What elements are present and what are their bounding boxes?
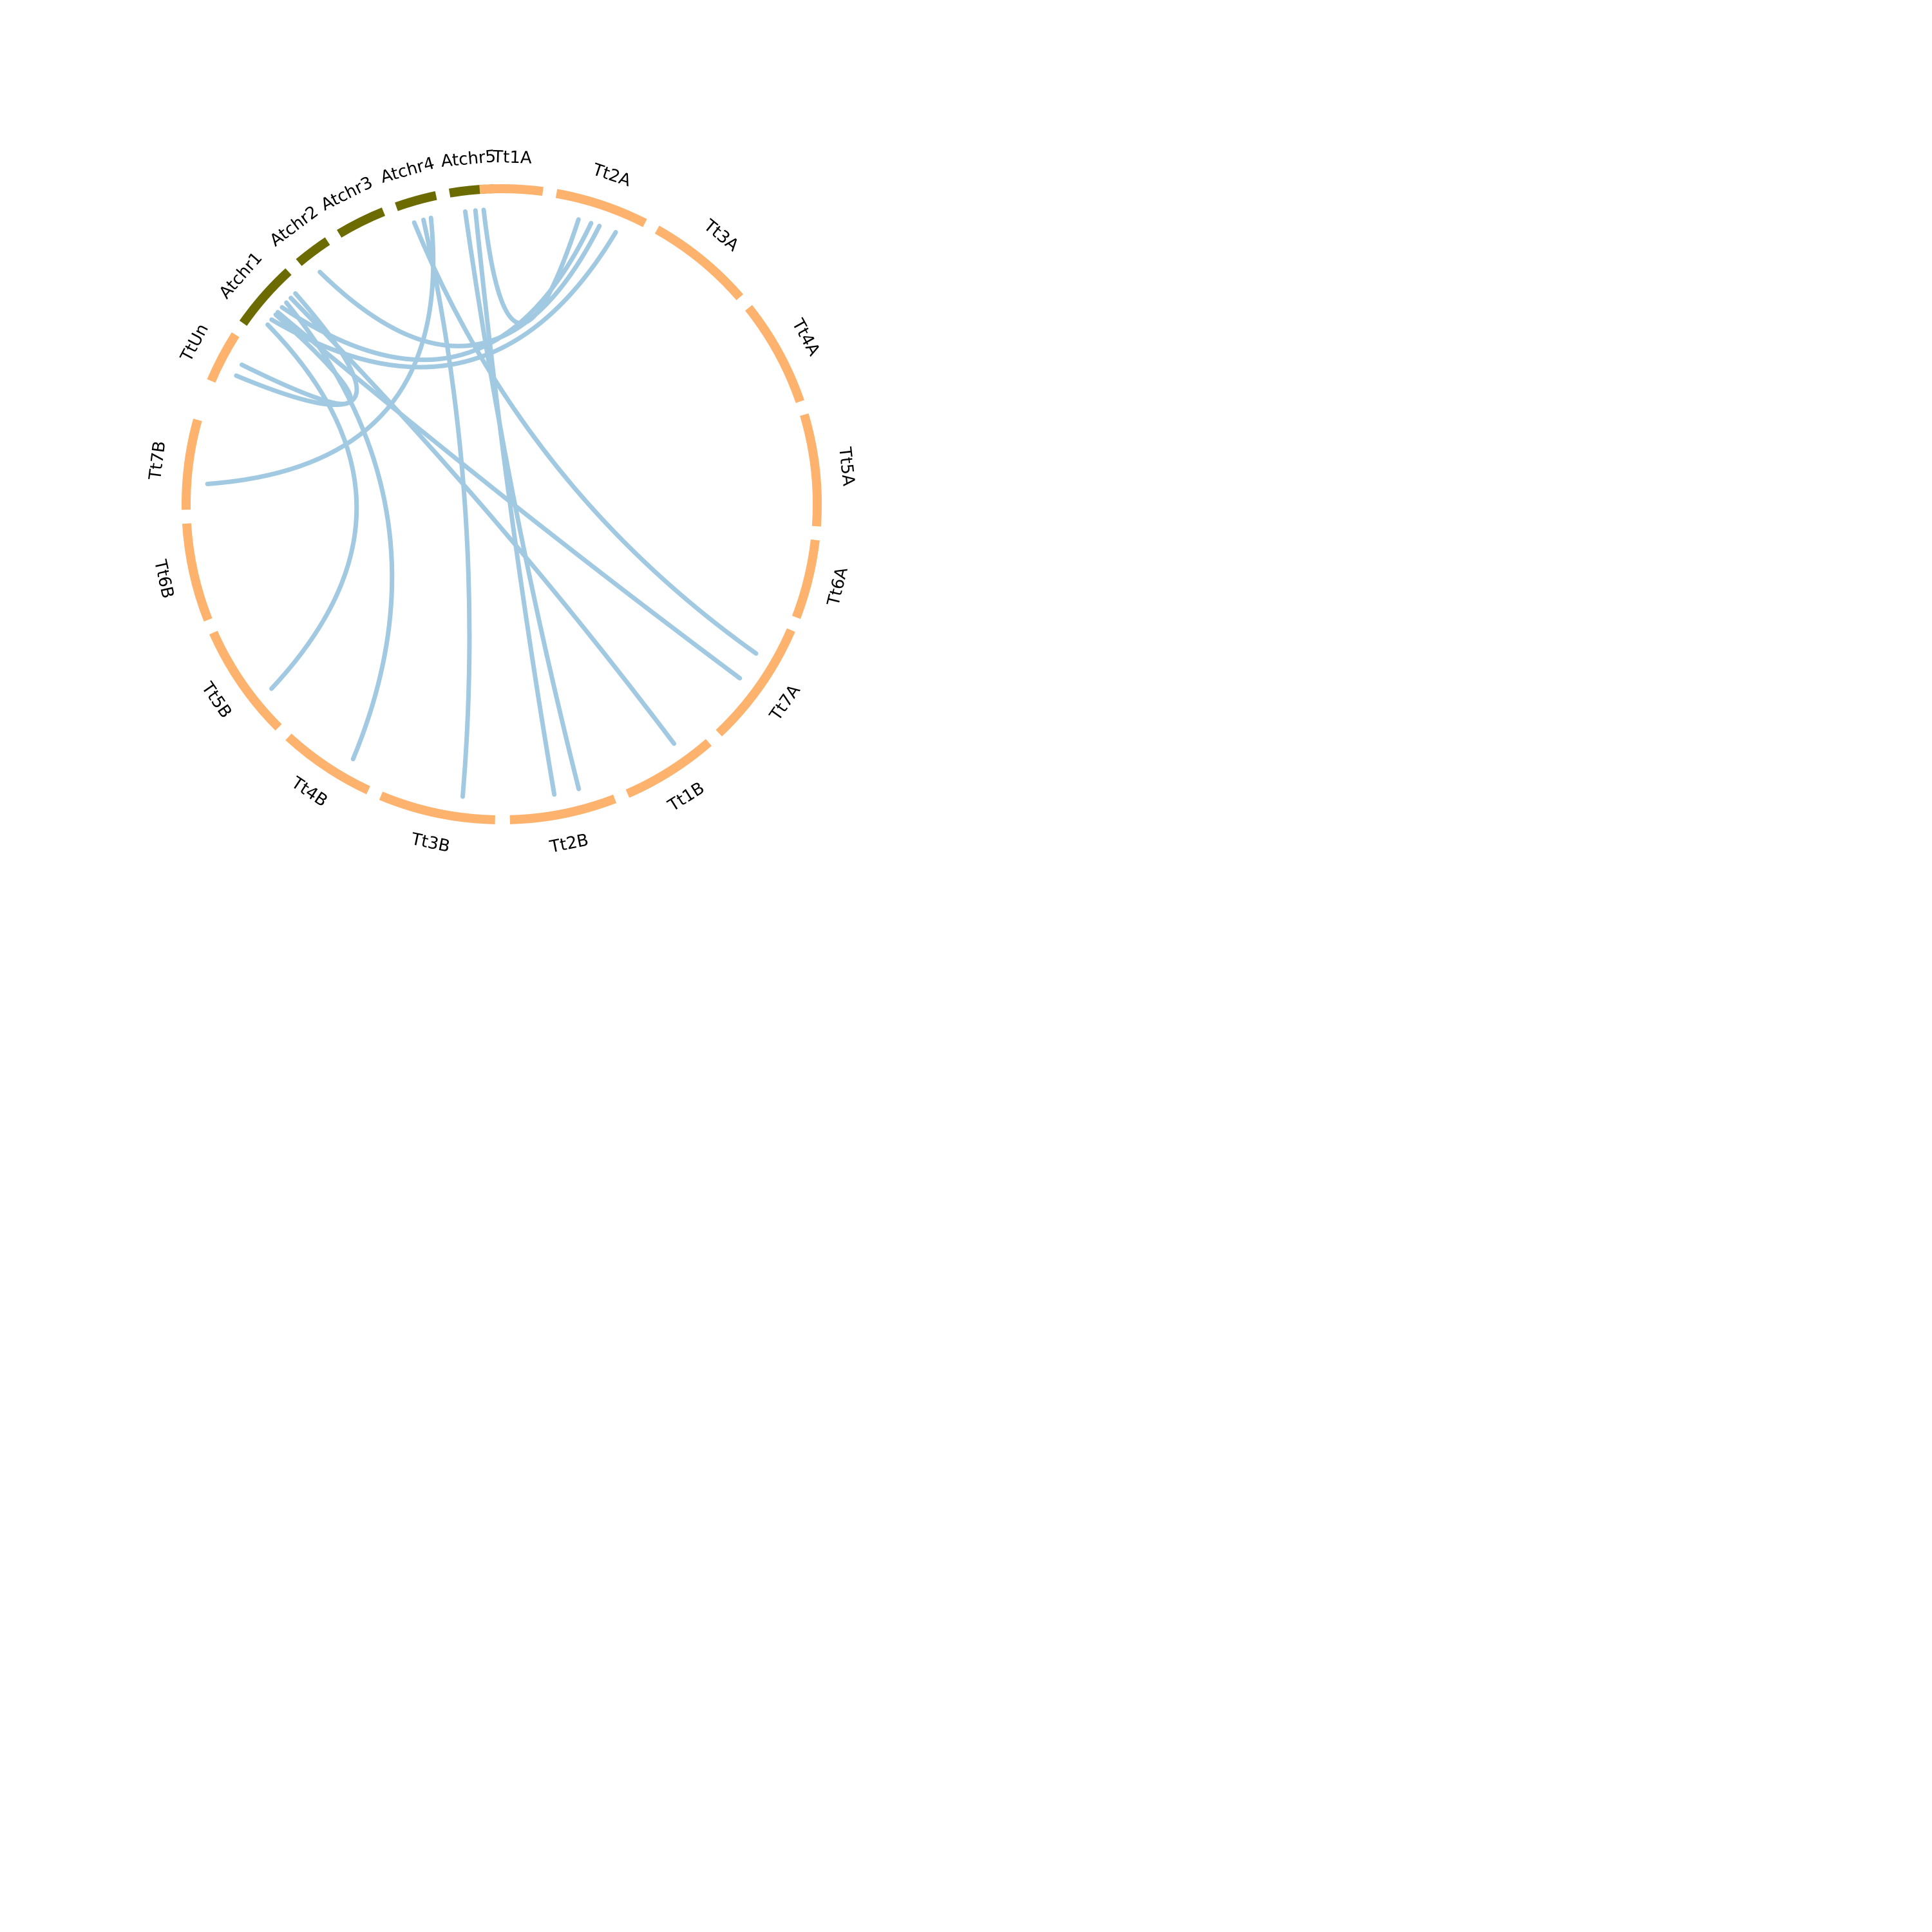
chromosome-label-tt2a: Tt2A bbox=[590, 160, 634, 191]
synteny-link bbox=[284, 300, 395, 762]
chromosome-arc-tt4b bbox=[285, 734, 370, 795]
synteny-link bbox=[412, 220, 759, 656]
chromosome-arc-tt6b bbox=[182, 523, 213, 622]
chromosome-label-atchr3: Atchr3 bbox=[318, 173, 376, 215]
chromosome-arc-ttun bbox=[207, 332, 240, 383]
synteny-links bbox=[205, 207, 759, 799]
synteny-link bbox=[205, 215, 436, 486]
chromosome-arc-tt2b bbox=[509, 794, 617, 824]
chromosome-label-tt4b: Tt4B bbox=[287, 773, 331, 811]
chromosome-arc-tt3b bbox=[379, 791, 495, 824]
chromosome-label-atchr1: Atchr1 bbox=[216, 249, 267, 303]
chromosome-arc-tt4a bbox=[745, 305, 804, 403]
synteny-link bbox=[279, 221, 594, 363]
chromosome-label-tt6b: Tt6B bbox=[150, 558, 178, 601]
chromosome-label-tt4a: Tt4A bbox=[788, 315, 824, 359]
chromosome-label-atchr2: Atchr2 bbox=[267, 202, 322, 251]
chromosome-arc-tt5a bbox=[800, 413, 822, 527]
synteny-link bbox=[481, 207, 581, 326]
chromosome-arc-tt6a bbox=[791, 539, 820, 620]
chromosome-arc-tt1a bbox=[479, 184, 544, 196]
chromosome-label-tt1a: Tt1A bbox=[492, 147, 533, 168]
synteny-link bbox=[462, 209, 582, 791]
chromosome-label-tt5a: Tt5A bbox=[835, 446, 858, 488]
chromosome-label-tt5b: Tt5B bbox=[197, 678, 236, 722]
synteny-link bbox=[239, 312, 353, 406]
chromosome-arc-tt5b bbox=[209, 630, 282, 731]
chromosome-arc-tt3a bbox=[654, 225, 744, 301]
chromosome-label-tt7b: Tt7B bbox=[146, 440, 170, 482]
chromosome-label-tt3a: Tt3A bbox=[699, 216, 743, 256]
synteny-link bbox=[317, 223, 602, 348]
chromosome-arc-tt1b bbox=[625, 739, 712, 798]
synteny-link bbox=[265, 322, 359, 691]
chromosome-label-tt2b: Tt2B bbox=[547, 831, 590, 857]
chromosome-arc-atchr4 bbox=[395, 191, 437, 211]
synteny-link bbox=[234, 291, 359, 408]
chromosome-label-atchr4: Atchr4 bbox=[379, 154, 437, 187]
chromosome-label-tt7a: Tt7A bbox=[766, 681, 804, 725]
chromosome-arcs bbox=[182, 184, 822, 824]
chromosome-label-tt3b: Tt3B bbox=[409, 829, 451, 857]
chromosome-arc-tt7b bbox=[182, 419, 202, 510]
chromosome-arc-tt2a bbox=[555, 189, 647, 227]
chromosome-arc-tt7a bbox=[715, 628, 795, 737]
synteny-link bbox=[289, 296, 677, 746]
synteny-link bbox=[421, 217, 472, 799]
chromosome-label-tt1b: Tt1B bbox=[664, 779, 708, 816]
synteny-link bbox=[269, 230, 618, 370]
chromosome-label-tt6a: Tt6A bbox=[824, 565, 852, 609]
chromosome-label-atchr5: Atchr5 bbox=[440, 147, 497, 171]
chromosome-arc-atchr3 bbox=[337, 207, 386, 238]
synteny-link bbox=[275, 310, 743, 681]
chromosome-label-ttun: TtUn bbox=[176, 321, 213, 365]
chromosome-arc-atchr2 bbox=[296, 237, 330, 267]
chromosome-arc-atchr1 bbox=[239, 268, 292, 326]
